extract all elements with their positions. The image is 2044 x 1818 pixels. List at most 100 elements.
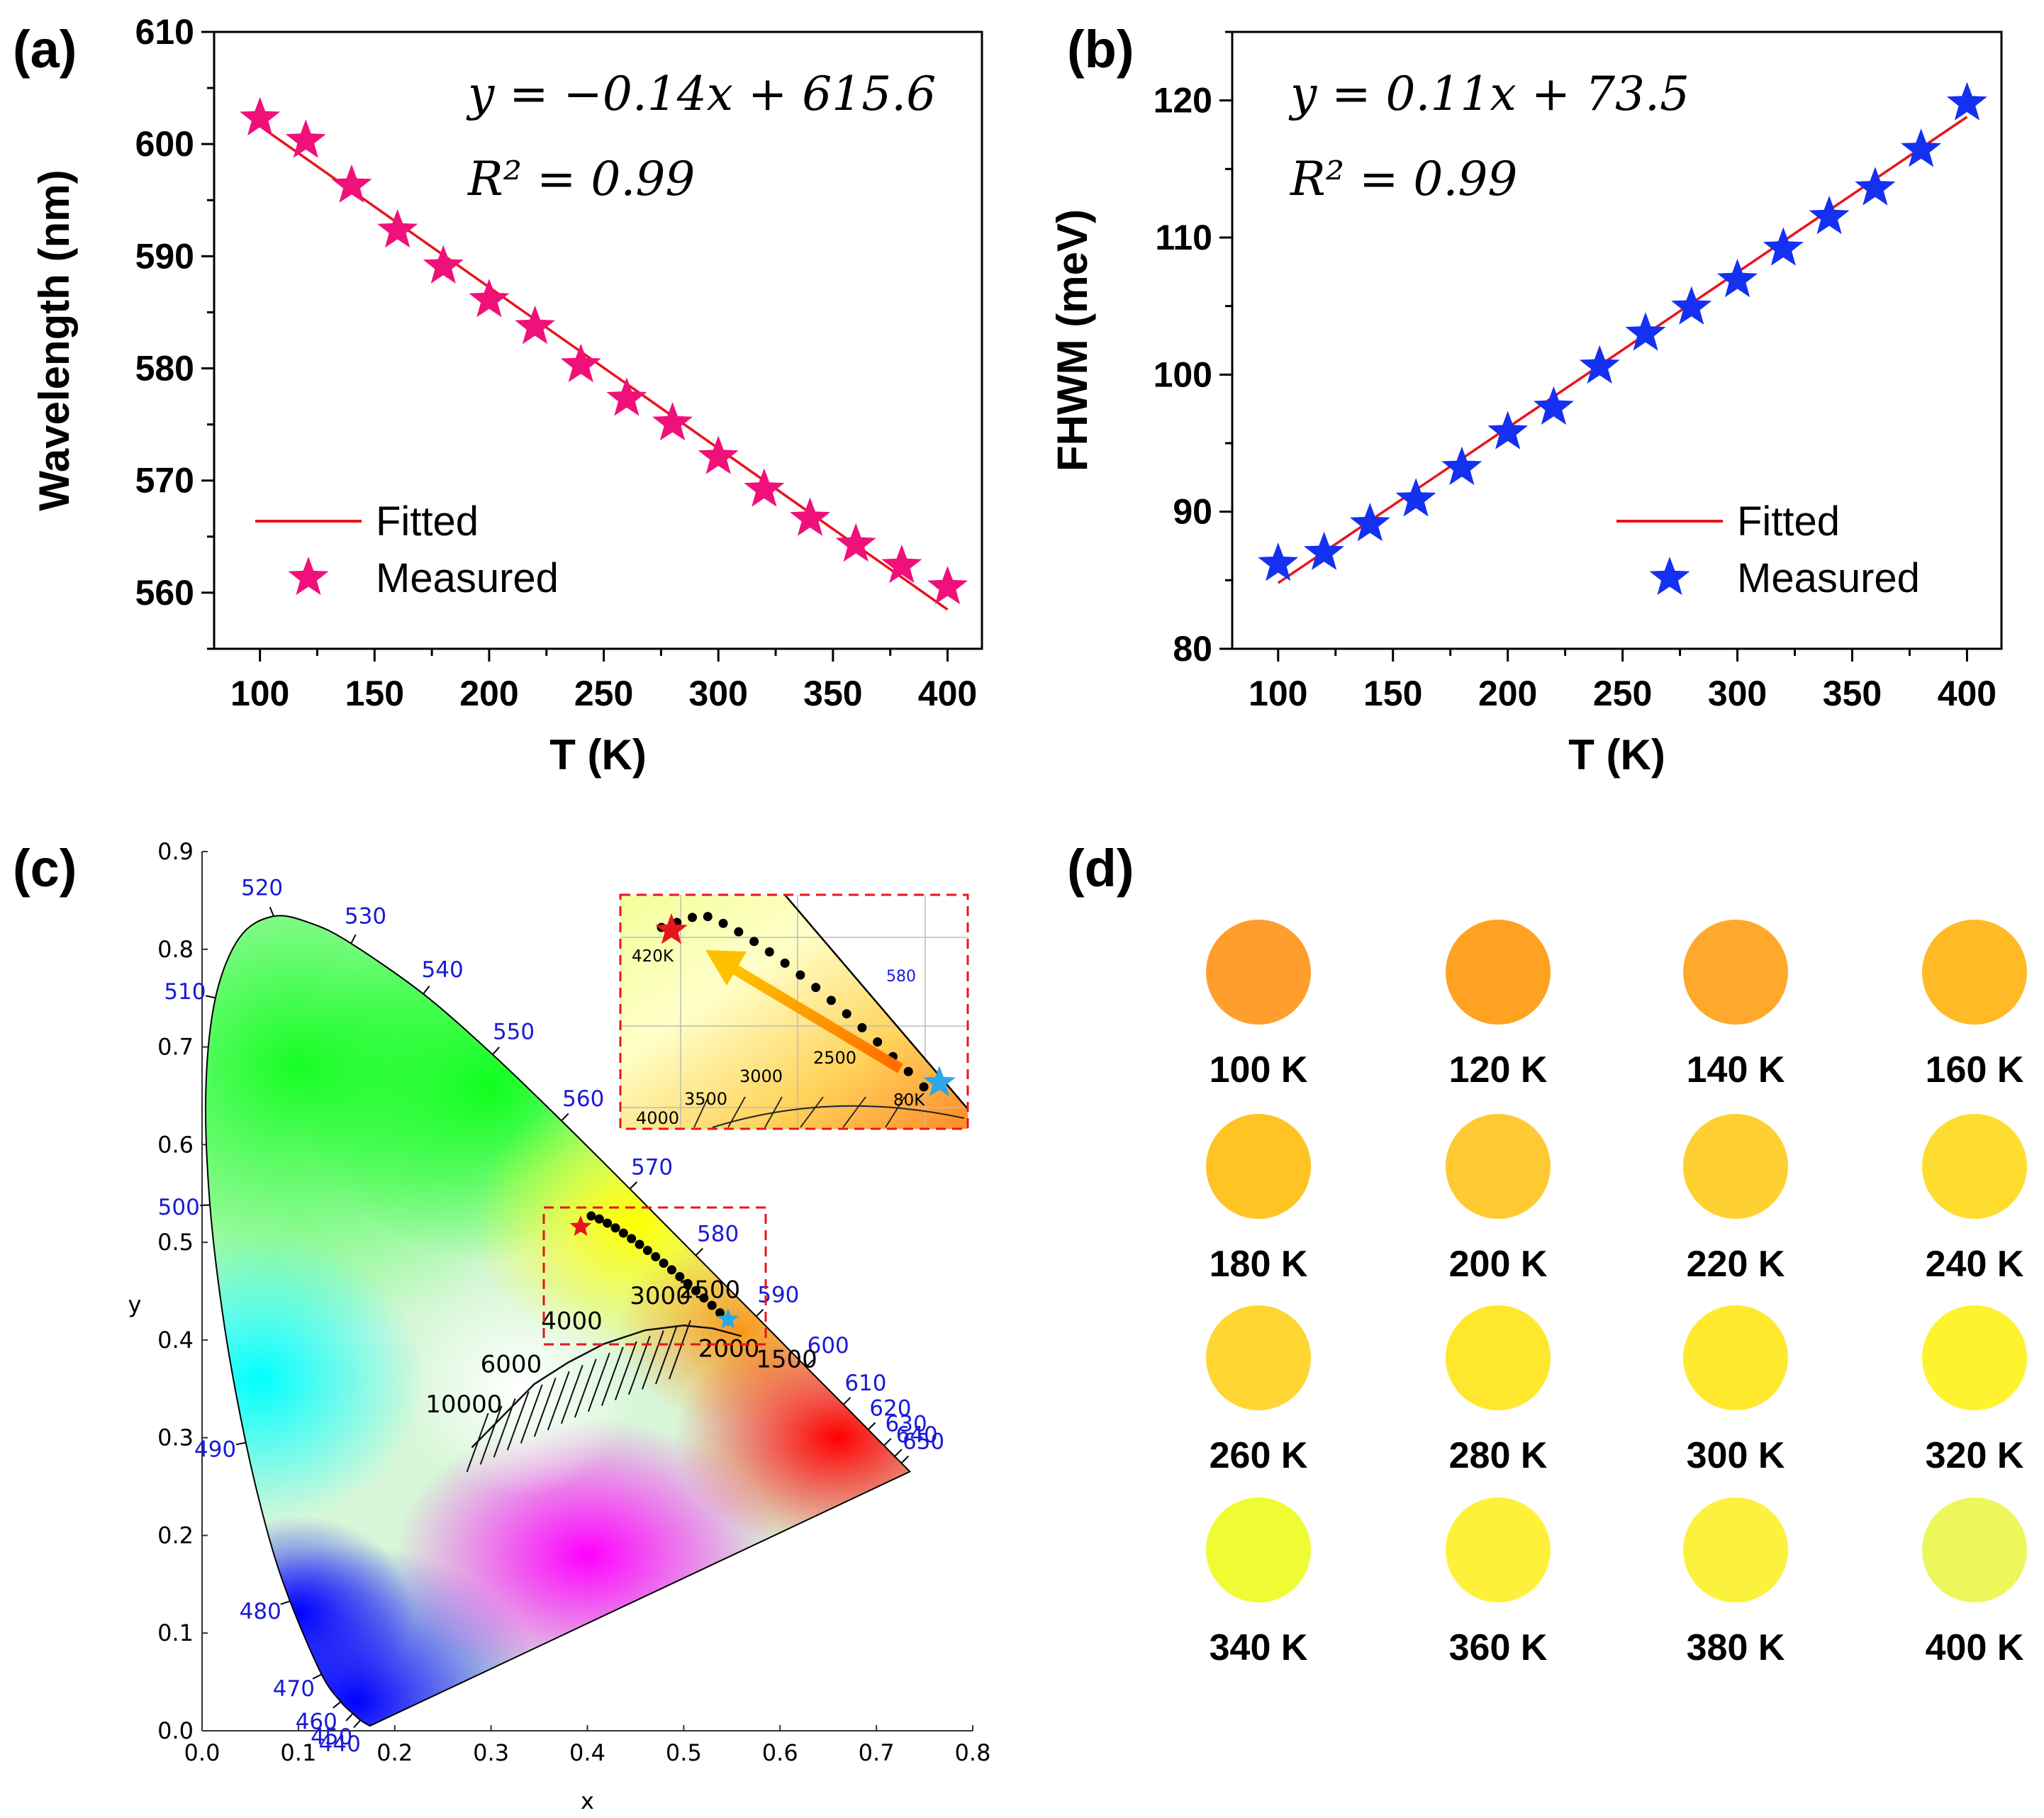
inset-frame [619,893,969,1130]
wavelength-label: 560 [562,1086,604,1112]
inset-arrow-head [705,950,747,986]
inset-trajectory-dot [903,1066,913,1076]
wavelength-tick [280,1600,291,1605]
isotherm-tick [587,1352,610,1412]
wavelength-label: 510 [164,979,206,1005]
wavelength-label: 490 [194,1437,236,1462]
data-point [423,245,464,284]
color-swatch [1446,1305,1551,1410]
y-tick-label: 590 [135,236,194,276]
fit-r-squared: R² = 0.99 [467,152,695,206]
inset-end-label: 80K [893,1091,925,1110]
trajectory-dot [610,1223,620,1233]
isotherm-tick [493,1398,516,1458]
y-tick-label: 0.2 [157,1522,194,1549]
inset-trajectory-dot [688,913,698,922]
x-tick-label: 300 [689,674,748,713]
color-swatch [1206,920,1311,1025]
inset-trajectory-dot [826,996,836,1005]
wavelength-tick [755,1308,764,1317]
cct-label: 6000 [481,1350,542,1378]
data-point [1258,542,1299,581]
y-tick-label: 0.7 [157,1034,194,1061]
wavelength-label: 530 [345,904,386,930]
inset-cct-label: 4000 [636,1108,679,1128]
data-point [1717,258,1758,298]
trajectory-dot [635,1239,644,1249]
wavelength-label: 480 [240,1599,281,1624]
wavelength-tick [312,1673,323,1680]
wavelength-tick [333,1701,342,1709]
chart-c-cie: 0.0 0.1 0.2 0.3 0.4 0.5 0.6 0.7 0.8 0.0 0.1 0.2 0.3 0… [128,838,991,1814]
wavelength-tick [894,1449,903,1457]
wavelength-label: 590 [757,1283,799,1308]
isotherm-tick [533,1378,557,1437]
fit-line [259,125,949,611]
wavelength-label: 610 [844,1371,886,1396]
x-axis-label: T (K) [1568,731,1665,779]
data-point [331,164,372,203]
wavelength-label: 470 [273,1676,315,1702]
trajectory-dot [659,1258,669,1268]
legend-measured-swatch [1649,557,1690,596]
wavelength-label: 570 [631,1155,673,1181]
y-tick-label: 610 [135,12,194,52]
cct-label: 4000 [541,1307,603,1336]
color-swatch [1446,920,1551,1025]
x-tick-label: 0.6 [762,1739,798,1766]
panel-label-c: (c) [13,839,77,898]
legend-fitted-label: Fitted [376,498,479,545]
fit-equation: y = 0.11x + 73.5 [1288,67,1690,121]
data-point [515,306,556,345]
swatch-label: 240 K [1926,1244,2024,1285]
wavelength-tick [206,995,216,999]
swatch-label: 200 K [1449,1244,1548,1285]
swatch-label: 360 K [1449,1627,1548,1668]
wavelength-tick [423,986,430,995]
color-swatch [1446,1498,1551,1602]
swatch-label: 140 K [1687,1049,1785,1091]
color-swatch [1446,1114,1551,1219]
wavelength-label: 640 [896,1422,938,1448]
trajectory-dot [699,1293,709,1303]
gamut-blob [674,1320,910,1555]
fit-line [1277,116,1968,584]
swatch-label: 280 K [1449,1435,1548,1476]
color-swatch [1206,1498,1311,1602]
x-axis-label: x [581,1788,594,1814]
inset-start-star [655,913,688,944]
inset-planckian [712,1105,965,1128]
data-point [1809,196,1850,235]
data-point [698,435,739,474]
wavelength-label: 550 [493,1020,535,1045]
data-point [744,468,785,507]
wavelength-tick [883,1438,892,1446]
y-tick-label: 120 [1154,81,1212,121]
trajectory-dot [651,1251,661,1261]
x-tick-label: 200 [1478,674,1537,713]
y-tick-label: 560 [135,573,194,613]
inset-isotherm [842,1096,866,1128]
wavelength-label: 540 [422,957,464,983]
data-point [790,497,831,536]
panel-label-d: (d) [1067,839,1134,898]
cct-label: 2000 [698,1334,760,1363]
color-swatch [1922,1305,2027,1410]
x-tick-label: 250 [574,674,633,713]
isotherm-tick [601,1346,624,1406]
panel-label-a: (a) [13,20,77,79]
y-tick-label: 0.5 [157,1229,194,1256]
inset-isotherm [727,1096,746,1128]
inset-trajectory-dot [857,1022,867,1032]
wavelength-label: 630 [886,1412,927,1437]
isotherm-tick [466,1412,489,1473]
gamut-blob [404,1281,636,1497]
legend-fitted-label: Fitted [1737,498,1840,545]
trajectory-dot [603,1218,613,1228]
wavelength-label: 580 [697,1222,739,1247]
inset-trajectory-dot [718,918,728,928]
data-point [1901,128,1942,167]
inset-trajectory-dot [734,927,744,937]
color-swatch [1683,1114,1788,1219]
y-tick-label: 110 [1155,218,1212,257]
